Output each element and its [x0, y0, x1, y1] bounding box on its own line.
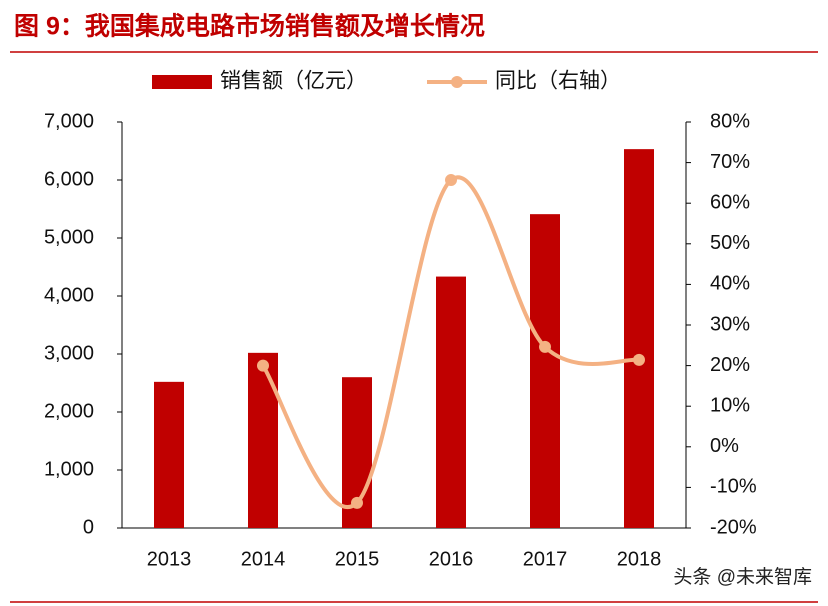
line-marker [351, 496, 363, 509]
line-marker [539, 340, 551, 353]
chart-title: 图 9：我国集成电路市场销售额及增长情况 [14, 12, 485, 41]
y-tick-label: 2,000 [44, 400, 94, 422]
y-tick-label: 0 [83, 516, 94, 538]
x-tick-label: 2016 [429, 548, 474, 570]
y-tick-label: 6,000 [44, 168, 94, 190]
legend-label: 同比（右轴） [495, 70, 621, 93]
y2-tick-label: 50% [710, 232, 750, 254]
y2-tick-label: 70% [710, 151, 750, 173]
bar [248, 352, 278, 528]
legend-label: 销售额（亿元） [220, 70, 367, 93]
y2-tick-label: 40% [710, 273, 750, 295]
y-tick-label: 1,000 [44, 458, 94, 480]
bar [624, 149, 654, 529]
legend-swatch-marker [451, 76, 463, 88]
y2-tick-label: 10% [710, 394, 750, 416]
bar [154, 381, 184, 528]
x-tick-label: 2017 [523, 548, 568, 570]
y2-tick-label: -10% [710, 476, 757, 498]
x-tick-label: 2018 [617, 548, 662, 570]
y2-tick-label: 80% [710, 110, 750, 132]
bar [530, 214, 560, 529]
x-tick-label: 2013 [147, 548, 192, 570]
line-marker [445, 174, 457, 187]
y-tick-label: 7,000 [44, 110, 94, 132]
y2-tick-label: 60% [710, 191, 750, 213]
y-tick-label: 4,000 [44, 284, 94, 306]
bar [436, 276, 466, 528]
y2-tick-label: 0% [710, 435, 739, 457]
legend-swatch [152, 75, 212, 89]
x-tick-label: 2014 [241, 548, 286, 570]
y-tick-label: 3,000 [44, 342, 94, 364]
y-tick-label: 5,000 [44, 226, 94, 248]
line-marker [633, 353, 645, 366]
y2-tick-label: 20% [710, 354, 750, 376]
x-tick-label: 2015 [335, 548, 380, 570]
y2-tick-label: -20% [710, 516, 757, 538]
y2-tick-label: 30% [710, 313, 750, 335]
watermark: 头条 @未来智库 [673, 566, 812, 588]
line-marker [257, 359, 269, 372]
